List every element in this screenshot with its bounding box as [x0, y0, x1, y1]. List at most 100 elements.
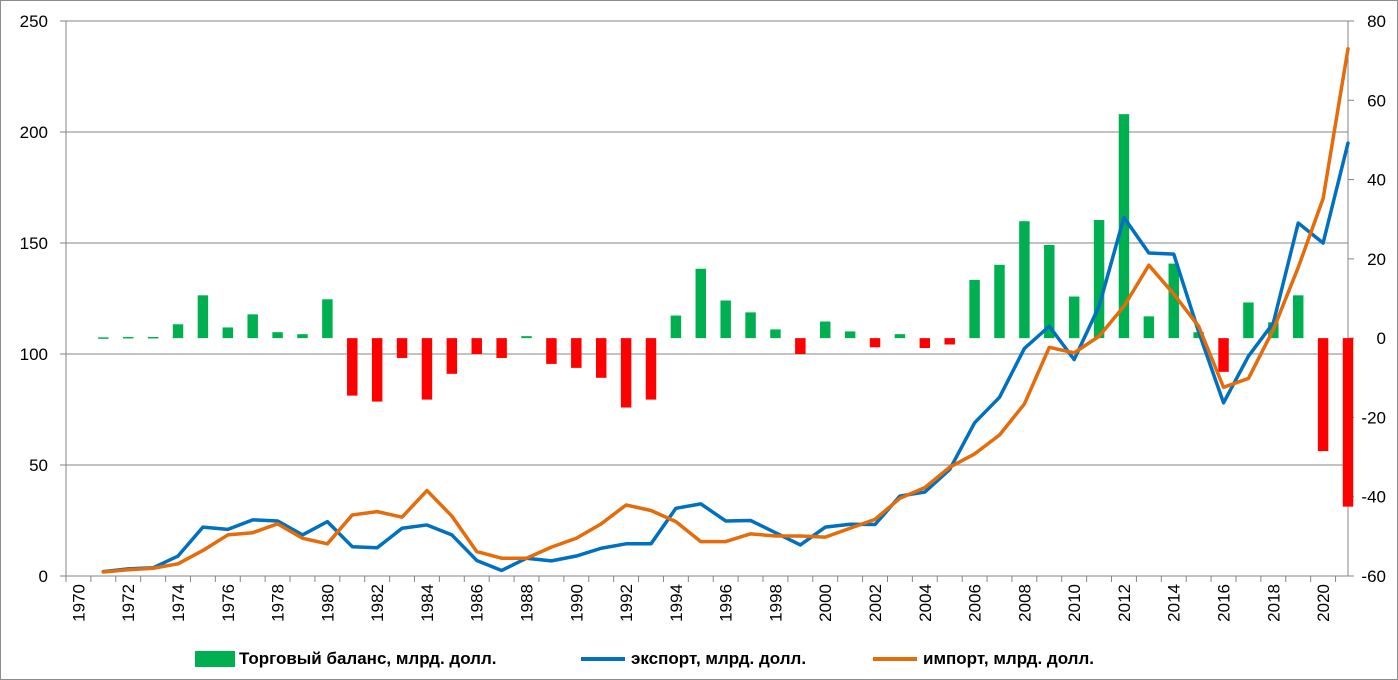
- x-tick-label: 2016: [1215, 584, 1234, 622]
- legend-swatch-import: [873, 657, 917, 661]
- x-tick-label: 1994: [667, 584, 686, 622]
- trade-balance-bar: [1118, 114, 1130, 339]
- trade-balance-bar: [347, 338, 358, 396]
- y-left-tick-label: 100: [20, 345, 48, 364]
- trade-balance-bar: [222, 327, 234, 339]
- x-tick-label: 2014: [1165, 584, 1184, 622]
- trade-balance-bar: [1292, 295, 1304, 339]
- trade-balance-bar: [1019, 221, 1030, 339]
- legend-label-import: импорт, млрд. долл.: [923, 649, 1094, 668]
- trade-balance-bar: [695, 268, 707, 339]
- trade-balance-bar: [944, 338, 955, 345]
- trade-balance-bar: [1143, 316, 1155, 339]
- trade-balance-bar: [1093, 220, 1105, 339]
- trade-balance-bar: [396, 338, 408, 358]
- y-right-tick-label: -20: [1361, 408, 1386, 427]
- trade-balance-bar: [322, 299, 333, 339]
- trade-balance-bar: [147, 336, 159, 339]
- trade-balance-bar: [670, 315, 682, 339]
- trade-balance-bar: [969, 279, 980, 339]
- trade-balance-bar: [645, 338, 657, 400]
- legend: Торговый баланс, млрд. долл. экспорт, мл…: [1, 647, 1397, 677]
- x-tick-label: 1984: [418, 584, 437, 622]
- trade-balance-bar: [247, 314, 258, 339]
- y-left-tick-label: 50: [29, 456, 48, 475]
- legend-swatch-trade-balance: [195, 651, 235, 667]
- export-line: [101, 141, 1350, 574]
- x-tick-label: 1986: [468, 584, 487, 622]
- x-tick-label: 1988: [518, 584, 537, 622]
- x-tick-label: 2018: [1264, 584, 1283, 622]
- legend-item-export: экспорт, млрд. долл.: [581, 649, 806, 669]
- trade-balance-bar: [197, 295, 209, 339]
- y-right-tick-label: 0: [1377, 329, 1386, 348]
- y-left-tick-label: 200: [20, 123, 48, 142]
- x-tick-label: 1992: [617, 584, 636, 622]
- trade-balance-bar: [172, 324, 184, 339]
- trade-balance-bar: [820, 321, 831, 339]
- trade-balance-bar: [1044, 244, 1055, 339]
- trade-balance-bar: [1243, 302, 1254, 339]
- trade-balance-bar: [1168, 263, 1179, 339]
- legend-label-export: экспорт, млрд. долл.: [631, 649, 807, 668]
- trade-balance-bar: [869, 338, 881, 348]
- trade-balance-bar: [272, 332, 283, 339]
- x-tick-label: 2000: [816, 584, 835, 622]
- import-line: [101, 47, 1350, 574]
- trade-balance-bar: [1218, 338, 1229, 372]
- x-tick-label: 2012: [1115, 584, 1134, 622]
- trade-balance-bar: [421, 338, 433, 400]
- trade-balance-bar: [546, 338, 557, 364]
- x-tick-label: 2008: [1015, 584, 1034, 622]
- trade-balance-bar: [1068, 296, 1080, 339]
- trade-balance-bar: [571, 338, 582, 368]
- y-right-tick-label: 40: [1367, 171, 1386, 190]
- x-tick-label: 1978: [269, 584, 288, 622]
- trade-balance-bar: [770, 329, 781, 339]
- x-tick-label: 1974: [169, 584, 188, 622]
- x-tick-label: 2010: [1065, 584, 1084, 622]
- x-tick-label: 2002: [866, 584, 885, 622]
- trade-balance-bar: [297, 334, 308, 339]
- trade-balance-bar: [1317, 338, 1329, 452]
- x-tick-label: 2020: [1314, 584, 1333, 622]
- y-left-tick-label: 250: [20, 12, 48, 31]
- trade-balance-bar: [620, 338, 632, 408]
- x-tick-label: 1990: [567, 584, 586, 622]
- trade-balance-bar: [446, 338, 458, 374]
- y-right-tick-label: -40: [1361, 488, 1386, 507]
- y-right-tick-label: 20: [1367, 250, 1386, 269]
- trade-balance-bar: [795, 338, 806, 354]
- trade-balance-bar: [595, 338, 607, 378]
- trade-balance-bar: [123, 336, 134, 339]
- x-tick-label: 1970: [69, 584, 88, 622]
- trade-balance-bar: [894, 334, 906, 339]
- trade-balance-bar: [521, 336, 532, 339]
- trade-balance-bar: [745, 312, 756, 339]
- legend-swatch-export: [581, 657, 625, 661]
- trade-balance-bar: [496, 338, 507, 358]
- x-tick-label: 2004: [916, 584, 935, 622]
- x-tick-label: 1972: [119, 584, 138, 622]
- x-tick-label: 1982: [368, 584, 387, 622]
- legend-item-trade-balance: Торговый баланс, млрд. долл.: [195, 649, 497, 669]
- y-right-tick-label: -60: [1361, 567, 1386, 586]
- trade-balance-bar: [371, 338, 383, 402]
- y-right-tick-label: 80: [1367, 12, 1386, 31]
- chart-plot: 0 50 100 150 200 250 -60 -40 -20 0 20 40 60 80 1970 197…: [20, 12, 1386, 622]
- x-tick-label: 1976: [219, 584, 238, 622]
- trade-balance-bar: [720, 300, 731, 339]
- trade-balance-bar: [1342, 338, 1354, 507]
- trade-balance-bar: [471, 338, 482, 354]
- legend-label-trade-balance: Торговый баланс, млрд. долл.: [239, 649, 497, 668]
- x-tick-label: 1980: [318, 584, 337, 622]
- y-right-tick-label: 60: [1367, 91, 1386, 110]
- trade-balance-bar: [98, 337, 109, 339]
- legend-item-import: импорт, млрд. долл.: [873, 649, 1094, 669]
- y-left-tick-label: 0: [39, 567, 48, 586]
- trade-balance-bar: [844, 331, 856, 339]
- x-tick-label: 2006: [966, 584, 985, 622]
- y-left-tick-label: 150: [20, 234, 48, 253]
- x-tick-label: 1998: [766, 584, 785, 622]
